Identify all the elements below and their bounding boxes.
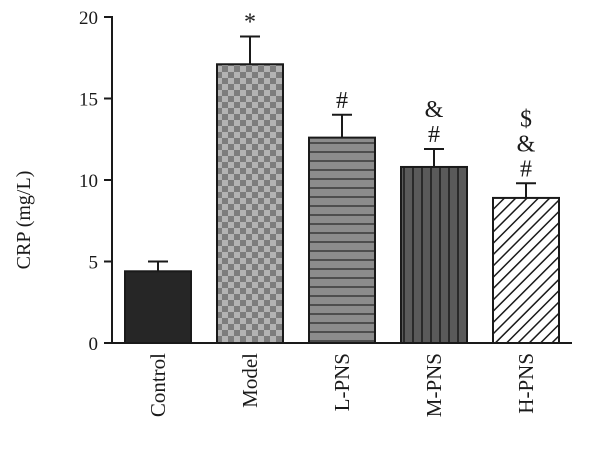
y-axis-title: CRP (mg/L) bbox=[13, 171, 35, 270]
y-tick-label: 0 bbox=[89, 334, 99, 355]
significance-marker: # bbox=[428, 122, 440, 148]
bar-m-pns bbox=[400, 165, 468, 344]
y-tick-label: 5 bbox=[89, 253, 99, 274]
x-tick-label: H-PNS bbox=[514, 353, 538, 414]
bar-control bbox=[124, 270, 192, 344]
bar-h-pns bbox=[492, 196, 560, 344]
significance-marker: & bbox=[517, 131, 536, 157]
y-tick-label: 20 bbox=[79, 8, 98, 29]
significance-marker: # bbox=[336, 88, 348, 114]
y-tick-label: 10 bbox=[79, 171, 98, 192]
x-tick-label: Control bbox=[146, 353, 170, 417]
bars: *# &#$&# bbox=[124, 10, 560, 345]
bar-l-pns bbox=[308, 136, 376, 344]
x-tick-label: Model bbox=[238, 353, 262, 408]
y-tick-label: 15 bbox=[79, 90, 98, 111]
x-tick-label: M-PNS bbox=[422, 353, 446, 417]
significance-marker: * bbox=[244, 10, 256, 36]
significance-marker: $ bbox=[520, 106, 532, 132]
x-tick-label: L-PNS bbox=[330, 353, 354, 411]
significance-marker: # bbox=[520, 156, 532, 182]
bar-model bbox=[216, 63, 284, 345]
x-axis-labels: Control Model L-PNS M-PNS H-PNS bbox=[146, 353, 538, 417]
significance-marker: & bbox=[425, 97, 444, 123]
y-axis: 0 5 10 15 20 bbox=[79, 8, 112, 355]
